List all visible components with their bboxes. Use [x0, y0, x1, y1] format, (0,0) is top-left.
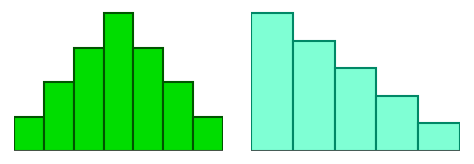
Bar: [74, 48, 104, 151]
Bar: [335, 68, 376, 151]
Bar: [418, 123, 460, 151]
Bar: [133, 48, 163, 151]
Bar: [293, 41, 335, 151]
Bar: [376, 96, 418, 151]
Bar: [251, 13, 293, 151]
Bar: [163, 82, 193, 151]
Bar: [193, 116, 223, 151]
Bar: [14, 116, 44, 151]
Bar: [104, 13, 133, 151]
Bar: [44, 82, 74, 151]
